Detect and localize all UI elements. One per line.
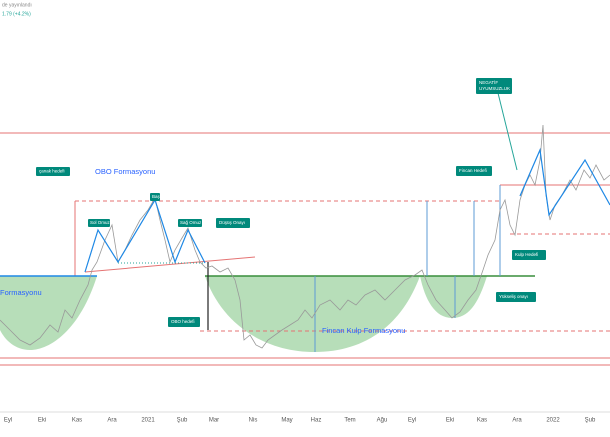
label: Düşüş Onayı	[219, 220, 245, 225]
x-tick-label: May	[281, 418, 292, 424]
x-tick-label: 2021	[141, 418, 155, 424]
label-box	[496, 292, 536, 302]
x-tick-label: Kas	[72, 418, 82, 424]
callout-line	[497, 92, 518, 171]
x-tick-label: Mar	[209, 418, 219, 424]
x-tick-label: Eyl	[4, 418, 12, 424]
label-box	[456, 166, 492, 176]
label-box	[168, 317, 200, 327]
label-box	[36, 167, 70, 176]
x-tick-label: Kas	[477, 418, 487, 424]
cup	[205, 276, 420, 352]
label: Yükseliş onayı	[499, 294, 528, 299]
label-box	[150, 193, 160, 201]
x-tick-label: 2022	[546, 418, 560, 424]
label-box	[178, 219, 202, 227]
x-axis-labels: Eyl Eki Kas Ara 2021 Şub Mar Nis May Haz Tem Ağu Eyl…	[4, 418, 596, 424]
x-tick-label: Şub	[177, 418, 188, 424]
x-tick-label: Haz	[311, 418, 322, 424]
title: OBO Formasyonu	[95, 167, 155, 176]
x-tick-label: Ara	[512, 418, 522, 424]
x-tick-label: Eki	[446, 418, 454, 424]
title: Formasyonu	[0, 288, 42, 297]
label-box	[512, 250, 546, 260]
label: Fincan Hedefi	[459, 168, 487, 173]
label-box	[216, 218, 250, 228]
divergence-zigzag	[519, 147, 610, 217]
title: Fincan Kulp Formasyonu	[322, 326, 405, 335]
obo-neckline	[84, 256, 256, 273]
label: Sol Omuz	[90, 220, 111, 225]
x-tick-label: Tem	[344, 418, 355, 424]
label: Sağ Omuz	[180, 220, 202, 225]
x-tick-label: Eki	[38, 418, 46, 424]
x-tick-label: Eyl	[408, 418, 416, 424]
cup-left	[0, 276, 97, 350]
x-tick-label: Ara	[107, 418, 117, 424]
price-change: 1.79 (+4.2%)	[2, 11, 31, 17]
x-tick-label: Şub	[585, 418, 596, 424]
label: UYUMSUZLUK	[479, 86, 510, 91]
label-box	[476, 78, 512, 94]
x-tick-label: Nis	[249, 418, 258, 424]
label: NEGATİF	[479, 79, 498, 85]
label: Baş	[152, 194, 161, 199]
handle	[420, 276, 487, 318]
label: OBO hedefi	[171, 319, 195, 324]
label: çanak hedefi	[39, 169, 65, 174]
x-tick-label: Ağu	[377, 418, 388, 424]
label-box	[88, 219, 110, 227]
published: de yayınlandı	[2, 2, 32, 8]
label: Kulp Hedefi	[515, 252, 538, 257]
